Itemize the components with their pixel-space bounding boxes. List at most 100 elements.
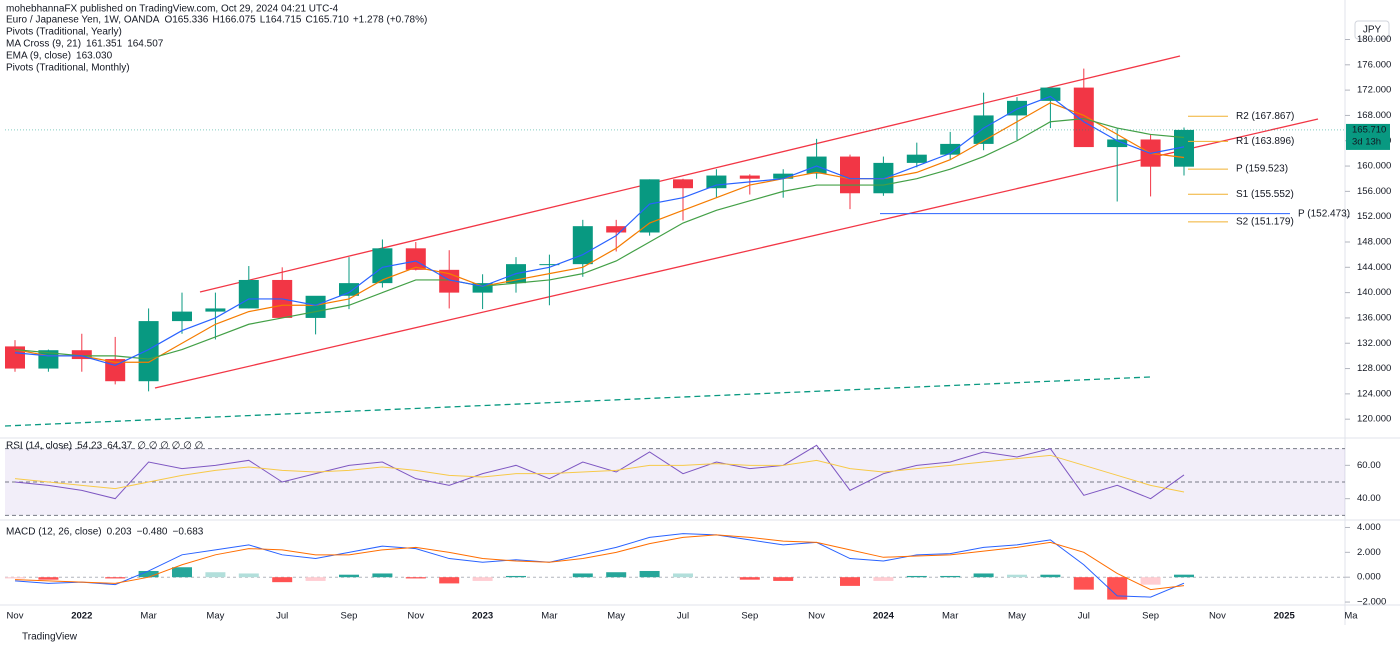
macd-histogram (205, 572, 226, 578)
indicator-label: MA Cross (9, 21) (6, 39, 81, 50)
macd-histogram (739, 577, 760, 580)
macd-histogram (5, 577, 25, 579)
currency-button[interactable] (1354, 20, 1390, 40)
y-tick-label: 124.000 (1357, 388, 1391, 399)
macd-histogram (305, 577, 326, 581)
macd-histogram (339, 574, 359, 578)
macd-histogram (973, 573, 994, 578)
x-tick-label: 2023 (472, 611, 493, 622)
candle-body (940, 143, 961, 155)
indicator-value: 161.351 (86, 39, 123, 50)
x-tick-label: Mar (140, 611, 156, 622)
dashed-trendline (4, 376, 1151, 427)
candle-body (1174, 129, 1194, 167)
macd-histogram (439, 577, 460, 584)
channel-upper (199, 55, 1181, 293)
candle-body (1073, 87, 1094, 148)
symbol-title: Euro / Japanese Yen, 1W, OANDA (6, 15, 160, 26)
y-tick-label: 40.00 (1357, 493, 1381, 504)
indicator-label: Pivots (Traditional, Yearly) (6, 27, 122, 38)
x-tick-label: Nov (407, 611, 424, 622)
candle-body (238, 279, 259, 309)
x-tick-label: Sep (741, 611, 758, 622)
x-tick-label: May (206, 611, 224, 622)
attribution: mohebhannaFX published on TradingView.co… (6, 4, 339, 15)
indicator-value: 164.507 (127, 39, 164, 50)
x-tick-label: 2025 (1274, 611, 1296, 622)
macd-histogram (873, 577, 894, 581)
candle-body (138, 321, 159, 382)
footer-logo: TradingView (22, 632, 78, 643)
x-tick-label: Mar (942, 611, 958, 622)
y-tick-label: −2.000 (1357, 597, 1386, 608)
y-tick-label: 180.000 (1357, 34, 1391, 45)
candle-body (5, 346, 25, 369)
x-tick-label: Jul (1078, 611, 1090, 622)
x-tick-label: Nov (808, 611, 825, 622)
candle-body (673, 179, 693, 189)
candle-body (305, 295, 326, 318)
candle-body (572, 226, 593, 265)
macd-histogram (472, 577, 493, 581)
macd-histogram (1040, 574, 1061, 578)
ma-line (14, 102, 1185, 363)
candle-body (606, 226, 627, 233)
ohlc-value: H166.075 (212, 15, 256, 26)
pivot-label: R1 (163.896) (1236, 136, 1294, 147)
currency[interactable]: JPY (1363, 25, 1382, 36)
macd-histogram (38, 577, 59, 580)
y-tick-label: 2.000 (1357, 547, 1381, 558)
x-tick-label: Jul (677, 611, 689, 622)
ohlc-value: C165.710 (305, 15, 349, 26)
x-tick-label: Sep (341, 611, 358, 622)
pivot-label: R2 (167.867) (1236, 111, 1294, 122)
macd-histogram (572, 573, 593, 578)
candle-body (339, 283, 359, 296)
macd-histogram (372, 573, 393, 578)
macd-legend: −0.480 (137, 527, 168, 538)
macd-histogram (172, 567, 192, 578)
y-tick-label: 140.000 (1357, 287, 1391, 298)
ma-line (14, 117, 1185, 360)
y-tick-label: 128.000 (1357, 363, 1391, 374)
y-tick-label: 60.00 (1357, 460, 1381, 471)
y-tick-label: 176.000 (1357, 59, 1391, 70)
y-tick-label: 148.000 (1357, 237, 1391, 248)
indicator-value: 163.030 (76, 51, 113, 62)
rsi-band (5, 448, 1345, 516)
candle-body (1040, 87, 1061, 101)
y-tick-label: 0.000 (1357, 572, 1381, 583)
macd-histogram (238, 573, 259, 578)
macd-histogram (405, 577, 426, 579)
rsi-legend: 54.23 (77, 441, 102, 452)
x-tick-label: Sep (1142, 611, 1159, 622)
candle-body (71, 350, 92, 360)
last-price-tag (1346, 123, 1390, 150)
y-tick-label: 168.000 (1357, 110, 1391, 121)
x-tick-label: 2024 (873, 611, 895, 622)
x-tick-label: Nov (1209, 611, 1226, 622)
y-tick-label: 160.000 (1357, 161, 1391, 172)
x-tick-label: May (607, 611, 625, 622)
pivot-label: P (159.523) (1236, 164, 1288, 175)
y-tick-label: 120.000 (1357, 414, 1391, 425)
candle-body (472, 283, 493, 293)
candle-body (739, 175, 760, 179)
rsi-line (14, 444, 1185, 500)
macd-histogram (673, 573, 693, 578)
ohlc-value: +1.278 (+0.78%) (353, 15, 428, 26)
candle-body (840, 156, 860, 194)
macd-histogram (1073, 577, 1094, 590)
rsi-legend: ∅ ∅ ∅ ∅ ∅ ∅ (137, 441, 203, 452)
y-tick-label: 144.000 (1357, 262, 1391, 273)
macd-histogram (840, 577, 860, 586)
indicator-label: Pivots (Traditional, Monthly) (6, 63, 130, 74)
y-tick-label: 152.000 (1357, 211, 1391, 222)
x-tick-label: 2022 (71, 611, 92, 622)
macd-histogram (1174, 574, 1194, 578)
candle-body (539, 264, 560, 266)
macd-histogram (105, 577, 126, 579)
x-tick-label: Mar (541, 611, 557, 622)
macd-histogram (506, 575, 526, 578)
